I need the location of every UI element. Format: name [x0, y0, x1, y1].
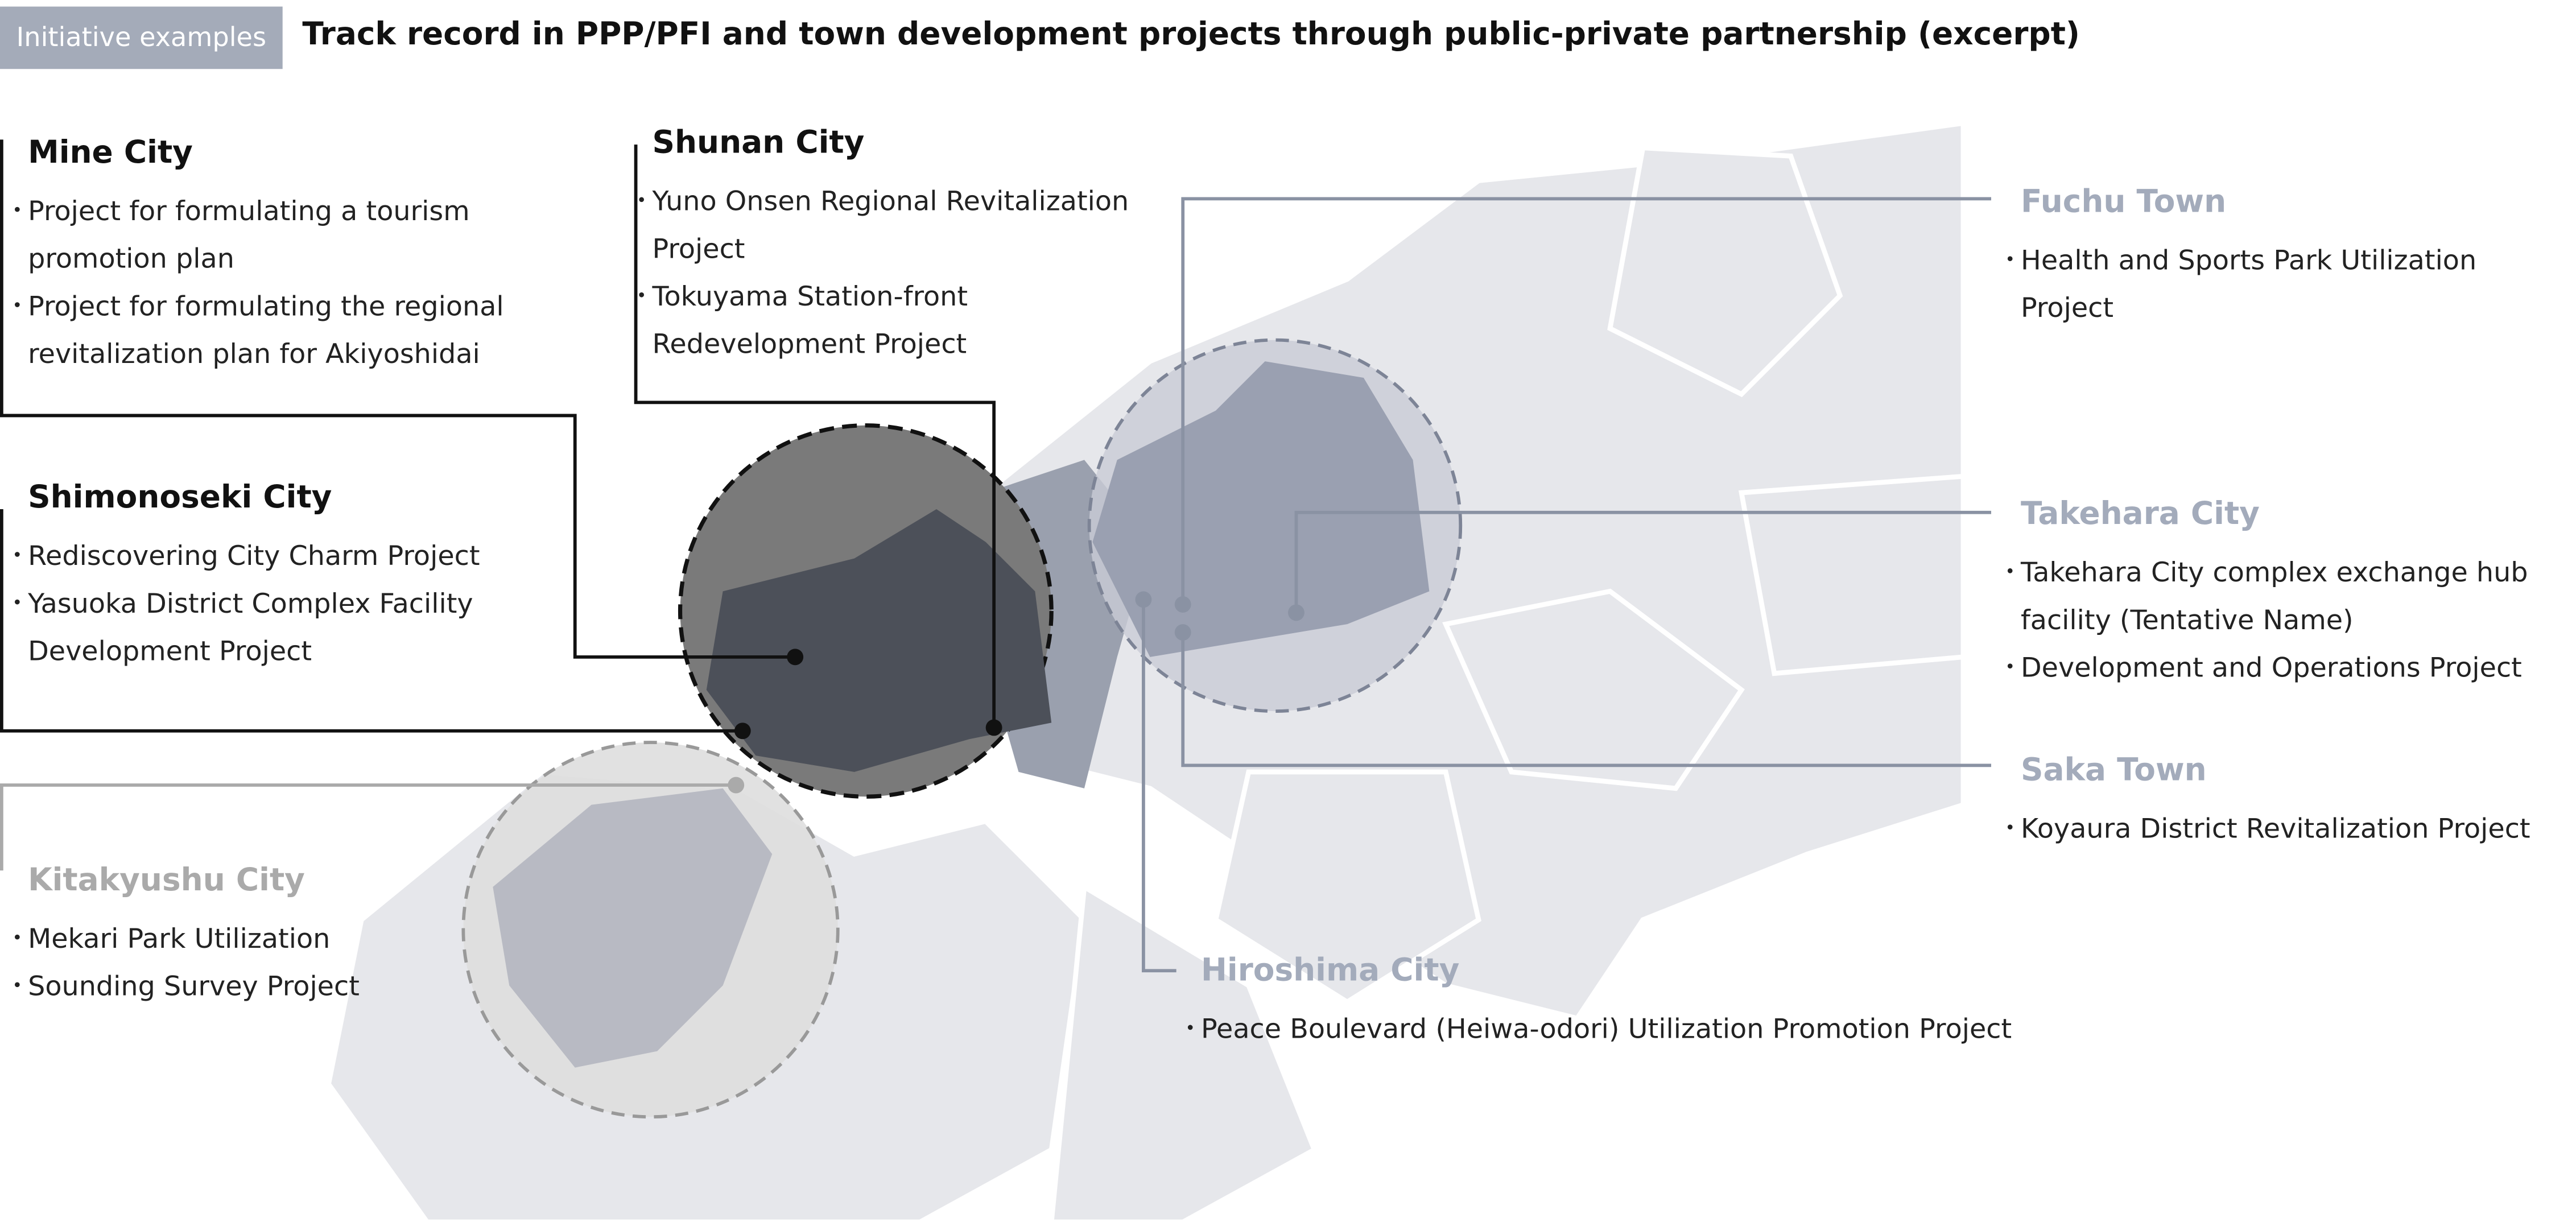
city-block: Fuchu Town Health and Sports Park Utiliza…: [2007, 184, 2546, 332]
city-name: Mine City: [28, 134, 193, 171]
project-item: Mekari Park Utilization: [10, 915, 455, 963]
city-name: Saka Town: [2020, 752, 2207, 788]
project-item: Project for formulating a tourism promot…: [10, 187, 554, 282]
city-block: Shimonoseki City Rediscovering City Charm…: [14, 480, 537, 675]
city-block: Takehara City Takehara City complex excha…: [2007, 496, 2571, 692]
project-item: Development and Operations Project: [2003, 644, 2571, 692]
city-name: Fuchu Town: [2020, 184, 2227, 220]
city-name: Kitakyushu City: [28, 862, 305, 899]
project-item: Peace Boulevard (Heiwa-odori) Utilizatio…: [1183, 1005, 2121, 1053]
project-item: Sounding Survey Project: [10, 963, 455, 1010]
city-block: Mine City Project for formulating a touri…: [14, 134, 554, 378]
project-item: Project for formulating the regional rev…: [10, 283, 554, 378]
project-item: Takehara City complex exchange hub facil…: [2003, 548, 2571, 643]
city-block: Hiroshima City Peace Boulevard (Heiwa-odo…: [1187, 952, 2121, 1053]
city-name: Shimonoseki City: [28, 480, 332, 516]
city-name: Shunan City: [652, 125, 865, 161]
city-block: Kitakyushu City Mekari Park Utilization So…: [14, 862, 455, 1010]
city-name: Takehara City: [2020, 496, 2260, 532]
project-item: Rediscovering City Charm Project: [10, 532, 537, 580]
project-item: Tokuyama Station-front Redevelopment Pro…: [634, 273, 1178, 368]
project-item: Health and Sports Park Utilization Proje…: [2003, 237, 2546, 332]
project-item: Yuno Onsen Regional Revitalization Proje…: [634, 177, 1178, 273]
header-tag: Initiative examples: [0, 6, 283, 69]
project-item: Koyaura District Revitalization Project: [2003, 805, 2576, 853]
city-block: Saka Town Koyaura District Revitalization…: [2007, 752, 2576, 852]
header-title: Track record in PPP/PFI and town develop…: [302, 16, 2080, 53]
project-item: Yasuoka District Complex Facility Develo…: [10, 580, 537, 675]
city-name: Hiroshima City: [1200, 952, 1460, 989]
city-block: Shunan City Yuno Onsen Regional Revitaliz…: [639, 125, 1178, 368]
